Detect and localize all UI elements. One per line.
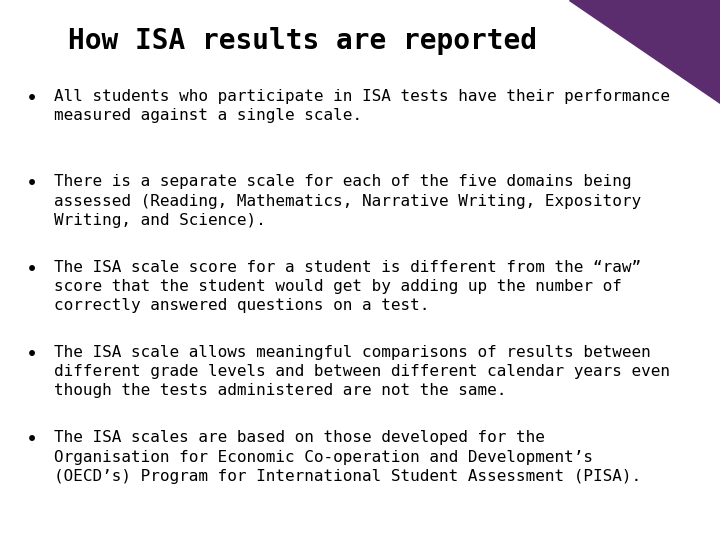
Text: How ISA results are reported: How ISA results are reported [68, 27, 537, 55]
Text: The ISA scale score for a student is different from the “raw”
score that the stu: The ISA scale score for a student is dif… [54, 260, 641, 313]
Text: The ISA scales are based on those developed for the
Organisation for Economic Co: The ISA scales are based on those develo… [54, 430, 641, 484]
Text: There is a separate scale for each of the five domains being
assessed (Reading, : There is a separate scale for each of th… [54, 174, 641, 228]
Text: •: • [27, 174, 38, 193]
Text: The ISA scale allows meaningful comparisons of results between
different grade l: The ISA scale allows meaningful comparis… [54, 345, 670, 399]
Text: •: • [27, 260, 38, 279]
Text: •: • [27, 89, 38, 108]
Polygon shape [569, 0, 720, 103]
Text: •: • [27, 345, 38, 364]
Text: All students who participate in ISA tests have their performance
measured agains: All students who participate in ISA test… [54, 89, 670, 123]
Text: •: • [27, 430, 38, 449]
